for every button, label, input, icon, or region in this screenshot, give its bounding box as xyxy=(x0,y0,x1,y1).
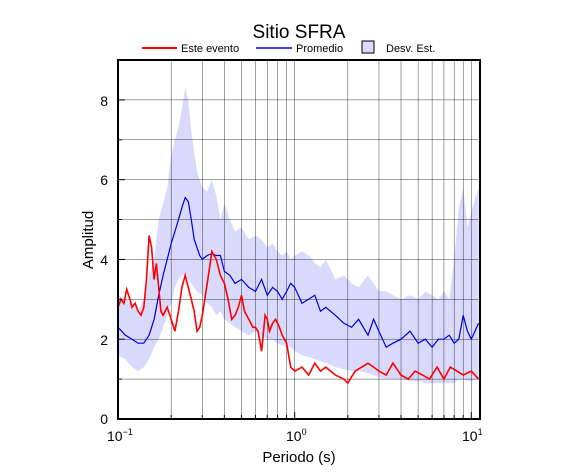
chart-title: Sitio SFRA xyxy=(253,22,346,43)
x-tick-label: 100 xyxy=(286,427,307,444)
y-tick-label: 2 xyxy=(100,332,108,348)
series-line-mean xyxy=(117,196,480,349)
x-tick-label: 101 xyxy=(462,427,483,444)
plot-area xyxy=(117,59,481,420)
series-line-event xyxy=(117,235,480,385)
plot-frame xyxy=(117,59,481,420)
y-tick-label: 0 xyxy=(100,411,108,427)
legend: Este evento Promedio Desv. Est. xyxy=(142,40,435,55)
y-axis-label: Amplitud xyxy=(80,211,97,269)
legend-swatch-band xyxy=(361,40,375,54)
x-axis: 10−1 100 101 Periodo (s) xyxy=(107,427,483,466)
y-tick-label: 6 xyxy=(100,172,108,188)
x-tick-label: 10−1 xyxy=(107,427,133,444)
legend-label-event: Este evento xyxy=(181,43,239,55)
legend-label-mean: Promedio xyxy=(296,43,343,55)
std-band xyxy=(118,87,479,384)
x-axis-label: Periodo (s) xyxy=(262,449,335,466)
y-tick-label: 8 xyxy=(100,93,108,109)
y-axis: 0 2 4 6 8 Amplitud xyxy=(80,93,108,427)
legend-label-band: Desv. Est. xyxy=(386,43,435,55)
axis-ticks xyxy=(117,59,472,420)
y-tick-label: 4 xyxy=(100,252,108,268)
